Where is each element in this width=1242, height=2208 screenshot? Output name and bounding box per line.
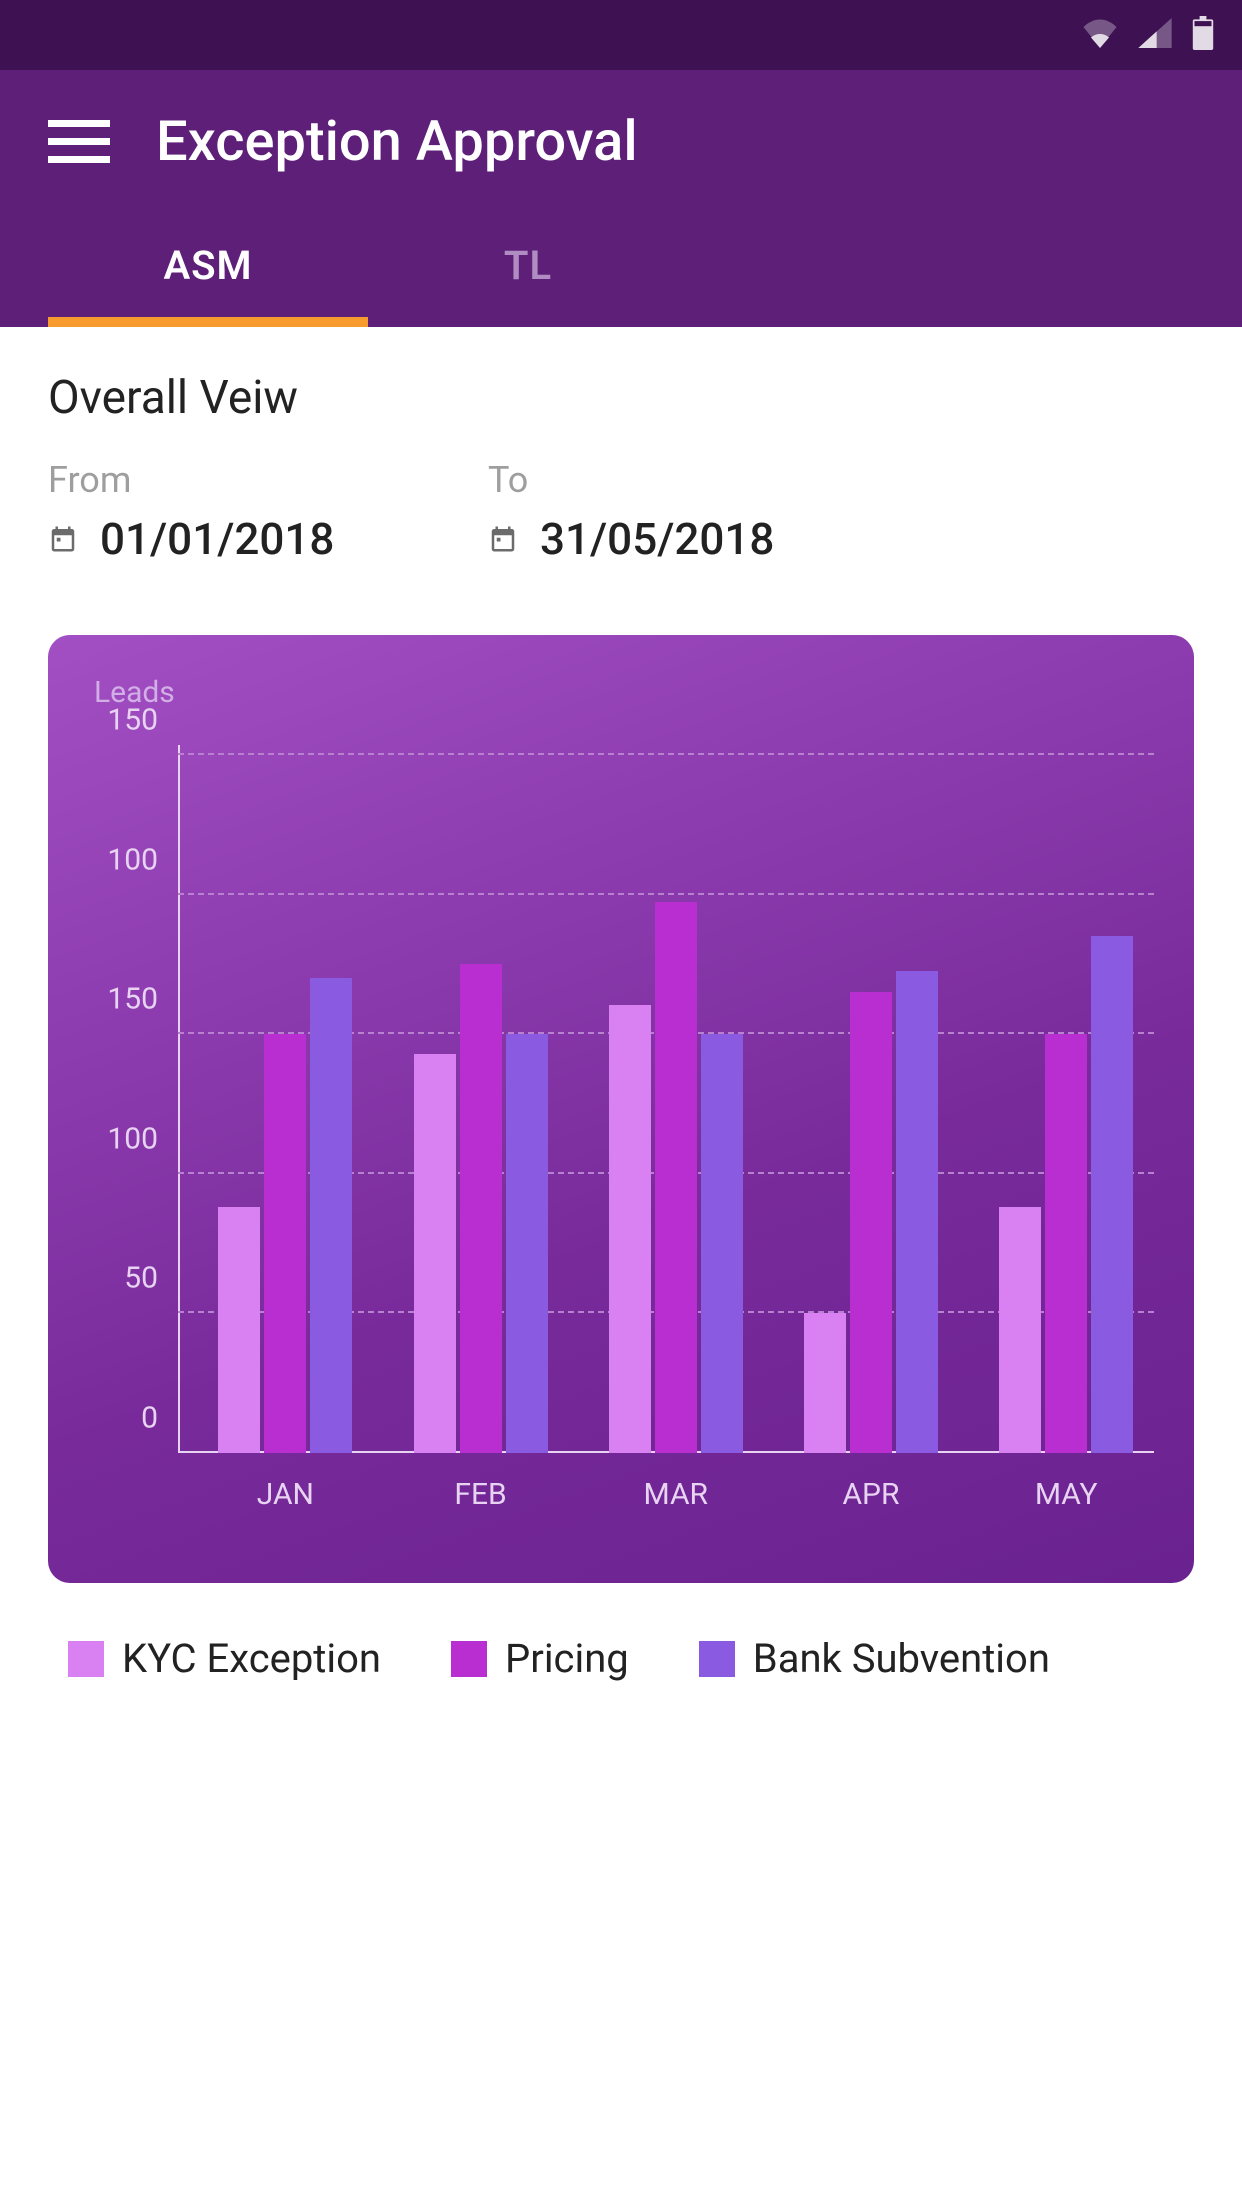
date-from-label: From — [48, 459, 428, 501]
menu-icon[interactable] — [48, 120, 110, 163]
chart-bar-kyc — [999, 1207, 1041, 1453]
legend-item: Bank Subvention — [699, 1635, 1050, 1682]
chart-bar-pric — [460, 964, 502, 1453]
chart-bar-pric — [1045, 1034, 1087, 1453]
tab-asm[interactable]: ASM — [48, 224, 368, 327]
chart-plot-area: 050100150100150JANFEBMARAPRMAY — [178, 755, 1154, 1453]
chart-x-tick-label: JAN — [257, 1477, 314, 1512]
signal-icon — [1138, 18, 1172, 52]
chart-bar-pric — [655, 902, 697, 1453]
status-bar — [0, 0, 1242, 70]
app-bar: Exception Approval ASM TL — [0, 70, 1242, 327]
chart-x-tick-label: FEB — [454, 1477, 506, 1512]
tab-tl[interactable]: TL — [368, 224, 688, 327]
chart-bar-kyc — [804, 1313, 846, 1453]
chart-y-tick-label: 50 — [124, 1261, 158, 1296]
chart-y-axis — [178, 745, 180, 1453]
chart-y-tick-label: 100 — [107, 1121, 158, 1156]
date-from-value: 01/01/2018 — [100, 513, 334, 565]
section-title: Overall Veiw — [48, 371, 1194, 425]
chart-y-tick-label: 150 — [107, 982, 158, 1017]
chart-bar-bank — [310, 978, 352, 1453]
chart-bar-kyc — [414, 1054, 456, 1453]
page-title: Exception Approval — [156, 108, 638, 174]
date-from[interactable]: From 01/01/2018 — [48, 459, 428, 565]
chart-bar-bank — [1091, 936, 1133, 1453]
date-to-value: 31/05/2018 — [540, 513, 774, 565]
legend-label: Pricing — [505, 1635, 629, 1682]
chart-y-tick-label: 150 — [107, 703, 158, 738]
chart-gridline — [178, 893, 1154, 895]
wifi-icon — [1082, 18, 1118, 52]
date-to-label: To — [488, 459, 868, 501]
leads-chart: Leads 050100150100150JANFEBMARAPRMAY — [48, 635, 1194, 1583]
battery-icon — [1192, 16, 1214, 54]
legend-swatch — [699, 1641, 735, 1677]
legend-item: KYC Exception — [68, 1635, 381, 1682]
legend-label: Bank Subvention — [753, 1635, 1050, 1682]
chart-bar-bank — [701, 1034, 743, 1453]
date-to[interactable]: To 31/05/2018 — [488, 459, 868, 565]
legend-swatch — [451, 1641, 487, 1677]
chart-bar-bank — [896, 971, 938, 1453]
chart-bar-kyc — [609, 1005, 651, 1453]
chart-y-tick-label: 100 — [107, 842, 158, 877]
chart-bar-bank — [506, 1034, 548, 1453]
legend-item: Pricing — [451, 1635, 629, 1682]
chart-x-tick-label: APR — [842, 1477, 899, 1512]
content: Overall Veiw From 01/01/2018 To 31/05/20… — [0, 327, 1242, 1682]
calendar-icon — [48, 524, 78, 554]
chart-bar-pric — [850, 992, 892, 1453]
chart-bar-pric — [264, 1034, 306, 1453]
chart-bar-kyc — [218, 1207, 260, 1453]
chart-gridline — [178, 753, 1154, 755]
chart-x-tick-label: MAR — [643, 1477, 708, 1512]
chart-y-tick-label: 0 — [141, 1401, 158, 1436]
tabs: ASM TL — [48, 224, 1194, 327]
legend-swatch — [68, 1641, 104, 1677]
chart-legend: KYC Exception Pricing Bank Subvention — [48, 1583, 1194, 1682]
legend-label: KYC Exception — [122, 1635, 381, 1682]
chart-x-tick-label: MAY — [1035, 1477, 1098, 1512]
calendar-icon — [488, 524, 518, 554]
